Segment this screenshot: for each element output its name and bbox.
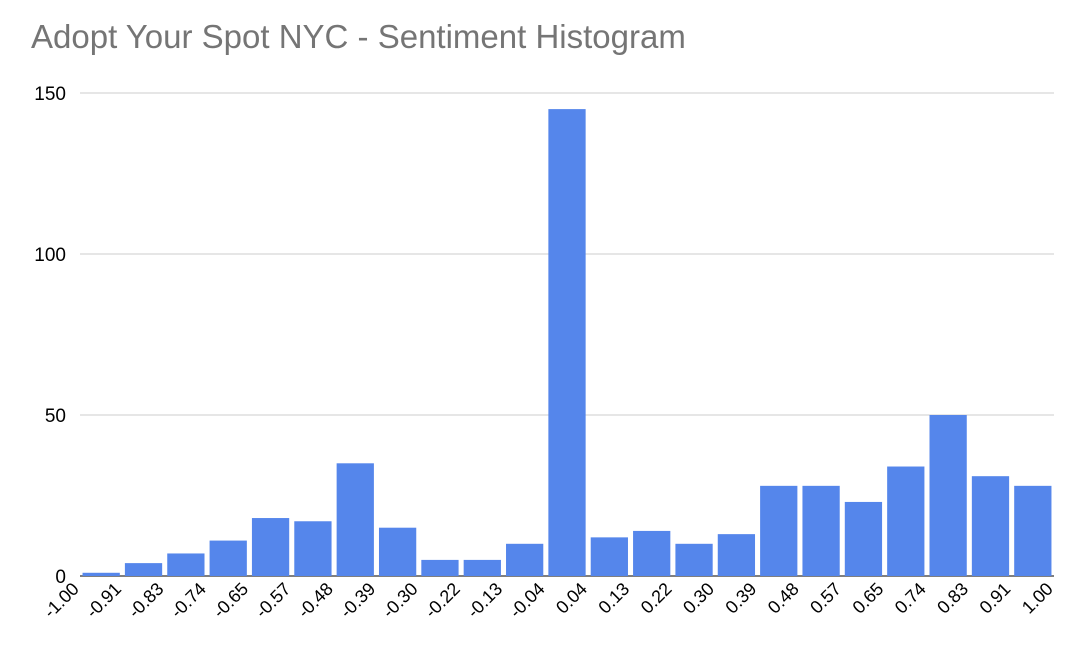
- x-tick-label: -0.30: [378, 579, 421, 622]
- histogram-bar: [336, 463, 374, 576]
- x-tick-label: 0.91: [976, 579, 1015, 618]
- x-tick-label: 0.74: [891, 579, 930, 618]
- x-tick-label: 0.04: [552, 579, 591, 618]
- bars: [82, 109, 1052, 576]
- histogram-bar: [82, 572, 120, 576]
- y-axis-ticks: 0 50 100 150: [34, 84, 66, 588]
- histogram-bar: [802, 485, 840, 576]
- histogram-bar: [633, 530, 671, 576]
- histogram-bar: [548, 109, 586, 576]
- histogram-bar: [590, 537, 628, 576]
- histogram-bar: [971, 476, 1010, 576]
- x-tick-label: 0.30: [679, 579, 718, 618]
- y-tick-label: 50: [45, 406, 66, 427]
- x-axis-ticks: -1.00 -0.91 -0.83 -0.74 -0.65 -0.57 -0.48 -0.39…: [40, 579, 1057, 622]
- x-tick-label: 1.00: [1018, 579, 1057, 618]
- histogram-bar: [760, 485, 798, 576]
- x-tick-label: 0.22: [637, 579, 676, 618]
- x-tick-label: -0.74: [167, 579, 210, 622]
- histogram-bar: [209, 540, 247, 576]
- x-tick-label: -0.48: [294, 579, 337, 622]
- x-tick-label: -0.39: [336, 579, 379, 622]
- x-tick-label: 0.65: [849, 579, 888, 618]
- histogram-bar: [167, 553, 205, 576]
- x-tick-label: -0.65: [209, 579, 252, 622]
- x-tick-label: -1.00: [40, 579, 83, 622]
- histogram-bar: [421, 559, 459, 576]
- y-tick-label: 150: [34, 84, 66, 105]
- chart-title: Adopt Your Spot NYC - Sentiment Histogra…: [31, 18, 686, 55]
- histogram-bar: [717, 534, 756, 576]
- y-tick-label: 0: [55, 567, 66, 588]
- x-tick-label: 0.83: [933, 579, 972, 618]
- histogram-bar: [929, 415, 967, 576]
- histogram-bar: [506, 543, 544, 576]
- x-tick-label: -0.83: [124, 579, 167, 622]
- x-tick-label: 0.48: [764, 579, 803, 618]
- histogram-bar: [675, 543, 713, 576]
- histogram-bar: [294, 521, 332, 576]
- x-tick-label: -0.91: [82, 579, 125, 622]
- x-tick-label: -0.57: [251, 579, 294, 622]
- y-tick-label: 100: [34, 245, 66, 266]
- histogram-bar: [463, 559, 501, 576]
- histogram-bar: [1014, 485, 1052, 576]
- x-tick-label: 0.57: [806, 579, 845, 618]
- histogram-bar: [844, 501, 883, 576]
- histogram-bar: [124, 563, 163, 576]
- histogram-bar: [378, 527, 417, 576]
- x-tick-label: 0.13: [594, 579, 633, 618]
- x-tick-label: 0.39: [721, 579, 760, 618]
- x-tick-label: -0.04: [506, 579, 549, 622]
- histogram-bar: [887, 466, 925, 576]
- histogram-bar: [251, 518, 290, 576]
- x-tick-label: -0.13: [463, 579, 506, 622]
- x-tick-label: -0.22: [421, 579, 464, 622]
